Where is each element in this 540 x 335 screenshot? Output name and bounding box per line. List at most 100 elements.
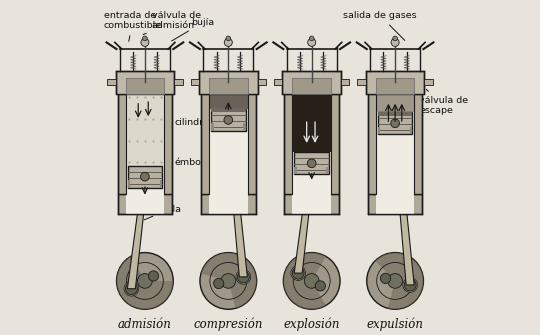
Bar [211,109,246,131]
Circle shape [117,253,173,309]
Bar [258,79,266,85]
Wedge shape [201,253,256,308]
Circle shape [236,270,251,284]
Bar [292,194,331,214]
Bar [357,79,366,85]
Circle shape [391,39,399,47]
Wedge shape [375,253,423,309]
Text: bujía: bujía [172,18,215,41]
Bar [368,94,422,194]
Bar [160,180,162,188]
Circle shape [214,278,224,288]
Bar [211,123,214,131]
Text: émbolo: émbolo [167,158,210,167]
Circle shape [391,119,400,128]
Bar [274,79,282,85]
Bar [127,166,162,188]
Circle shape [307,159,316,168]
Bar [125,194,164,214]
Circle shape [388,274,402,288]
Text: admisión: admisión [118,318,172,331]
Circle shape [284,253,340,309]
Circle shape [291,266,306,280]
Text: válvula de
escape: válvula de escape [420,89,469,116]
Text: entrada de
combustible: entrada de combustible [104,11,162,41]
Circle shape [140,172,149,181]
Circle shape [226,36,231,41]
Bar [118,94,172,194]
Circle shape [224,39,232,47]
Bar [201,94,255,194]
Text: compresión: compresión [193,318,263,331]
Text: explosión: explosión [284,318,340,331]
Circle shape [309,36,314,41]
Circle shape [224,116,233,126]
Bar [116,71,174,94]
Bar [368,194,422,214]
Bar [199,71,258,94]
Bar [209,94,248,109]
Bar [209,194,248,214]
Circle shape [140,173,150,183]
Bar [285,94,339,194]
Circle shape [138,274,152,288]
Bar [378,112,413,116]
Wedge shape [117,256,173,309]
Circle shape [403,278,417,292]
Circle shape [315,281,326,291]
Bar [209,94,248,194]
Circle shape [143,36,147,41]
Text: biela: biela [144,205,181,220]
Bar [378,127,380,134]
Bar [107,79,116,85]
Polygon shape [226,121,247,277]
Circle shape [200,253,256,309]
Bar [125,94,164,194]
Bar [292,94,331,194]
Bar [326,166,329,174]
Polygon shape [393,124,414,285]
Circle shape [148,271,159,281]
Bar [211,109,246,113]
Circle shape [221,274,235,288]
Bar [376,94,415,113]
Polygon shape [127,178,147,289]
Text: salida de gases: salida de gases [343,11,417,41]
Bar [243,123,246,131]
Bar [376,94,415,194]
Circle shape [393,36,397,41]
Bar [341,79,349,85]
Bar [292,94,331,152]
Bar [378,113,413,134]
Bar [366,71,424,94]
Bar [191,79,199,85]
Bar [125,78,164,94]
Circle shape [125,283,137,295]
Circle shape [224,116,233,124]
Bar [410,127,413,134]
Bar [174,79,183,85]
Circle shape [404,279,416,291]
Bar [127,180,130,188]
Circle shape [141,39,149,47]
Bar [424,79,433,85]
Circle shape [292,267,304,279]
Bar [201,194,255,214]
Circle shape [390,120,400,129]
Text: expulsión: expulsión [367,318,423,331]
Bar [294,166,297,174]
Bar [376,78,415,94]
Bar [376,194,415,214]
Text: cilindro: cilindro [167,118,210,127]
Bar [292,78,331,94]
Bar [282,71,341,94]
Circle shape [305,274,319,288]
Bar [285,194,339,214]
Circle shape [307,160,316,169]
Circle shape [238,271,249,283]
Bar [294,152,329,174]
Polygon shape [294,164,314,273]
Wedge shape [284,253,326,309]
Bar [118,194,172,214]
Bar [125,94,164,166]
